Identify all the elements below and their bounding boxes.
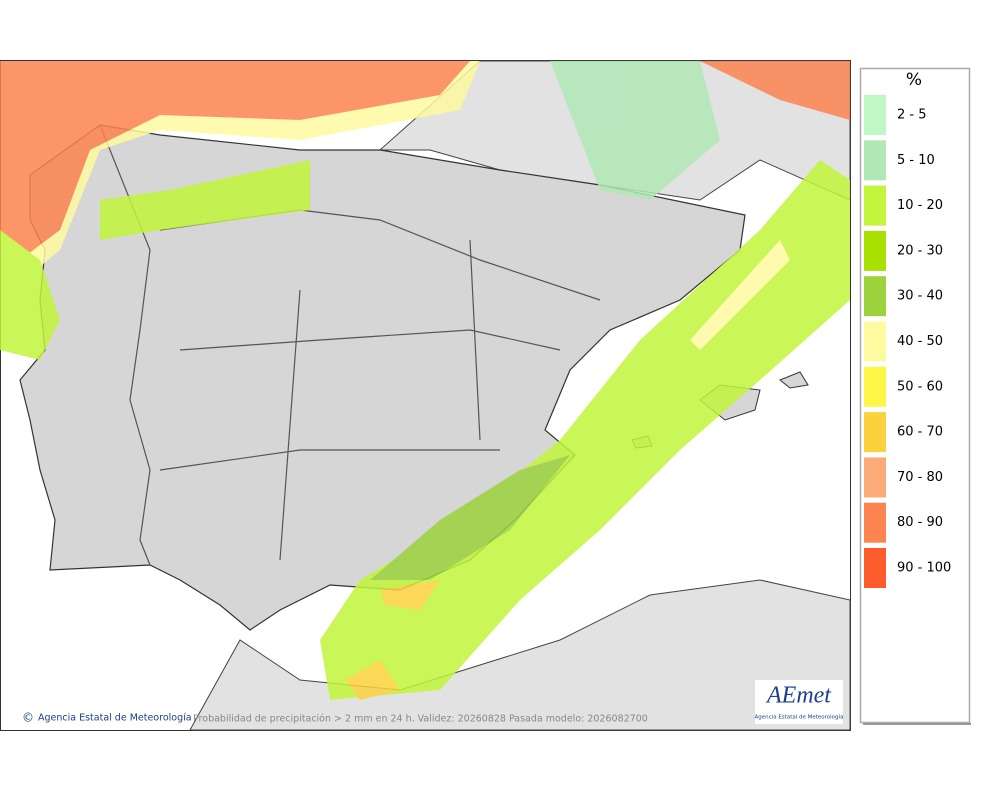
credit: Agencia Estatal de Meteorología — [38, 713, 192, 724]
legend-label: 40 - 50 — [897, 334, 943, 349]
legend-swatch — [864, 502, 886, 543]
precipitation-overlay — [0, 61, 850, 700]
logo-subtitle: Agencia Estatal de Meteorología — [755, 714, 844, 721]
legend-swatch — [864, 548, 886, 588]
legend-label: 30 - 40 — [897, 289, 943, 304]
legend-swatch — [864, 366, 886, 407]
legend-label: 80 - 90 — [897, 515, 943, 530]
legend-swatch — [864, 140, 886, 181]
legend-swatch — [864, 457, 886, 498]
logo-name: AEmet — [765, 683, 832, 709]
legend-label: 5 - 10 — [897, 153, 935, 168]
legend-swatch — [864, 185, 886, 226]
copyright-icon: © — [22, 711, 34, 725]
legend-label: 2 - 5 — [897, 108, 927, 123]
legend-label: 70 - 80 — [897, 470, 943, 485]
caption: Probabilidad de precipitación > 2 mm en … — [193, 714, 648, 725]
legend-label: 90 - 100 — [897, 561, 951, 576]
legend-swatch — [864, 412, 886, 453]
logo-box — [755, 680, 843, 724]
legend-label: 10 - 20 — [897, 198, 943, 213]
legend-swatch — [864, 321, 886, 362]
legend-label: 60 - 70 — [897, 425, 943, 440]
legend-label: 20 - 30 — [897, 243, 943, 258]
legend-label: 50 - 60 — [897, 379, 943, 394]
legend-items: 2 - 5 5 - 10 10 - 20 20 - 30 30 - 40 40 - 50 5… — [864, 95, 951, 588]
legend-swatch — [864, 95, 886, 135]
legend-swatch — [864, 230, 886, 271]
legend-title: % — [906, 70, 922, 90]
legend-swatch — [864, 276, 886, 317]
